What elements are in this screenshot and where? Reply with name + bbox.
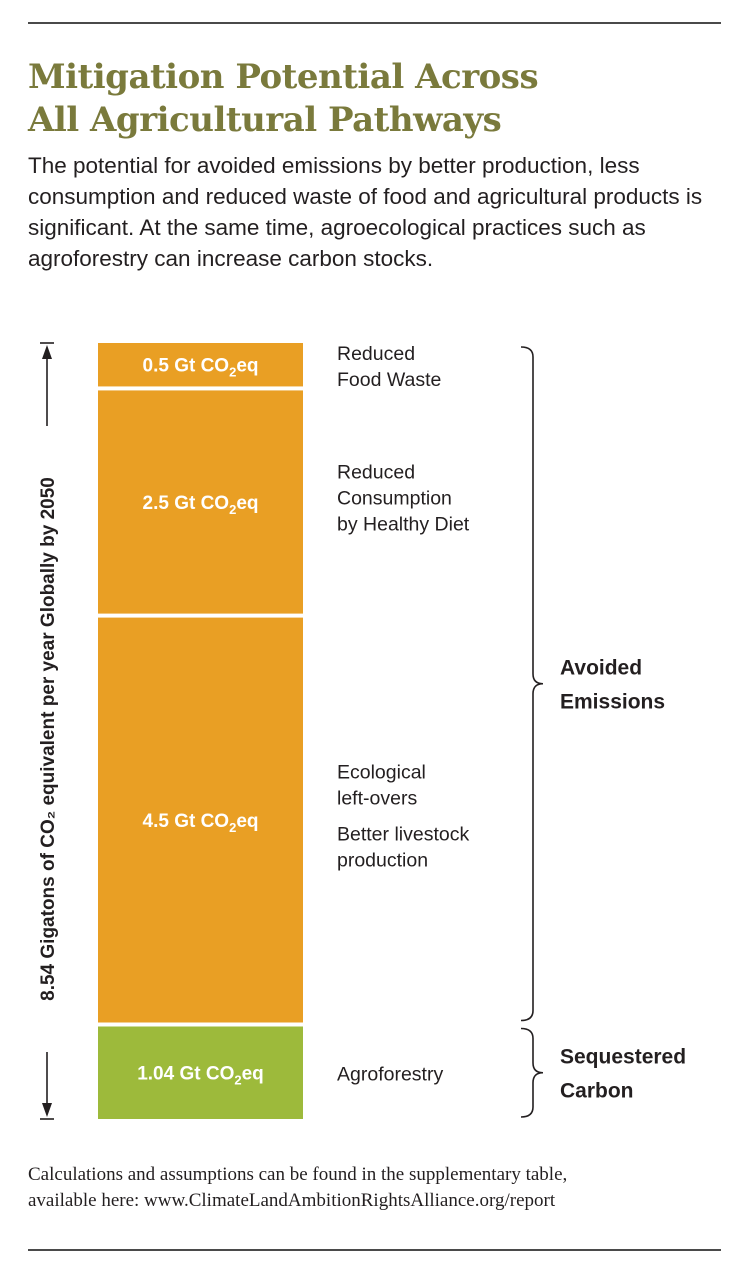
segment-category-label-1: Reduced Food Waste (337, 343, 441, 391)
bar-segment-1 (98, 343, 303, 387)
bottom-rule (28, 1249, 721, 1251)
group-label-avoided: Avoided Emissions (560, 657, 665, 714)
group-label-sequestered: Sequestered Carbon (560, 1046, 686, 1103)
segment-value-label-1: 0.5 Gt CO2eq (143, 356, 259, 380)
segment-value-label-2: 2.5 Gt CO2eq (143, 493, 259, 517)
dimension-arrowhead-top (42, 345, 52, 359)
bar-segment-4 (98, 1026, 303, 1119)
group-brace-sequestered (520, 1027, 544, 1118)
group-brace-avoided (520, 346, 544, 1022)
bar-segment-3 (98, 617, 303, 1023)
title-line-1: Mitigation Potential Across (28, 57, 539, 97)
segment-category-label-2: Reduced Consumption by Healthy Diet (337, 461, 470, 535)
total-axis-label: 8.54 Gigatons of CO₂ equivalent per year… (38, 477, 59, 1001)
segment-category-label-3: Ecological left-overs Better livestock prod… (337, 762, 469, 872)
segment-value-label-3: 4.5 Gt CO2eq (143, 811, 259, 835)
footnote: Calculations and assumptions can be foun… (28, 1162, 728, 1214)
chart-title: Mitigation Potential Across All Agricult… (28, 56, 728, 142)
bar-segment-2 (98, 390, 303, 614)
title-line-2: All Agricultural Pathways (28, 100, 502, 140)
chart-subtitle: The potential for avoided emissions by b… (28, 153, 703, 271)
segment-category-label-4: Agroforestry (337, 1064, 443, 1086)
top-rule (28, 22, 721, 24)
dimension-arrowhead-bottom (42, 1103, 52, 1117)
footnote-line-1: Calculations and assumptions can be foun… (28, 1164, 568, 1185)
segment-value-label-4: 1.04 Gt CO2eq (137, 1064, 264, 1088)
footnote-line-2: available here: www.ClimateLandAmbitionR… (28, 1190, 556, 1211)
